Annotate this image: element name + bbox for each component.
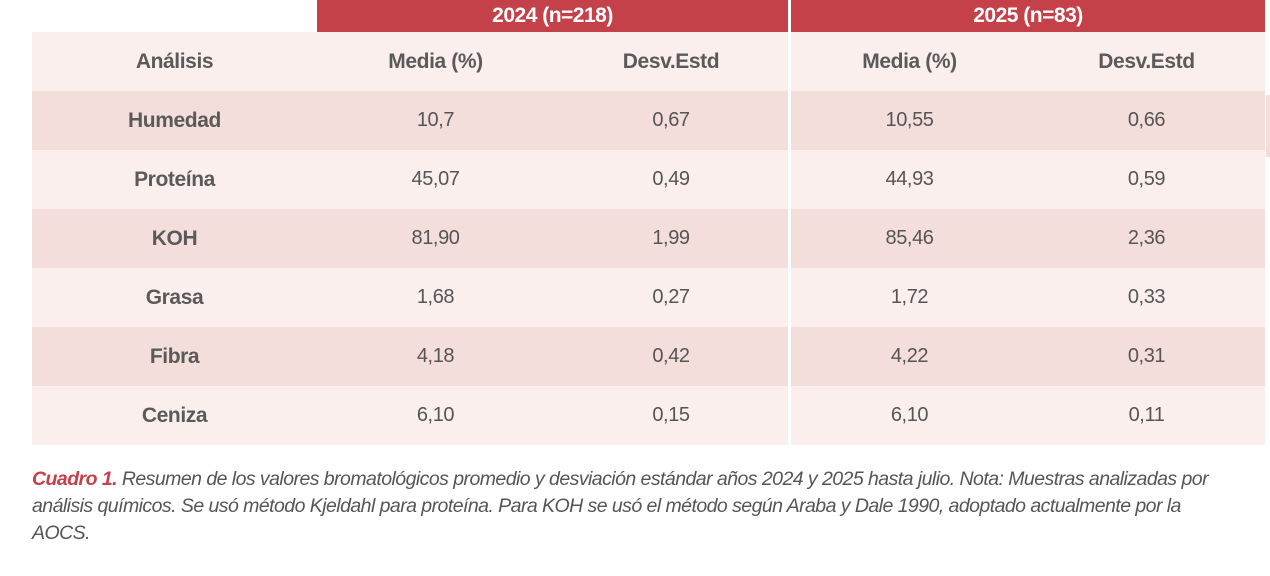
row-label: Ceniza: [141, 403, 208, 427]
cell-media-2025: 4,22: [890, 345, 929, 367]
row-label: Proteína: [134, 167, 215, 191]
table-row: Fibra 4,18 0,42 4,22 0,31: [32, 327, 1265, 386]
table-row: Humedad 10,7 0,67 10,55 0,66: [32, 91, 1265, 150]
cell-media-2024: 6,10: [416, 404, 455, 426]
column-header-desv-2025: Desv.Estd: [1098, 49, 1195, 73]
cell-desv-2025: 0,31: [1127, 345, 1166, 367]
cell-desv-2025: 0,11: [1128, 404, 1165, 426]
cell-media-2024: 10,7: [416, 109, 455, 131]
cell-media-2024: 1,68: [416, 286, 455, 308]
cell-media-2025: 85,46: [885, 227, 934, 249]
caption-text: Resumen de los valores bromatológicos pr…: [32, 468, 1209, 544]
cell-desv-2024: 0,49: [554, 150, 791, 209]
cell-media-2025: 44,93: [885, 168, 934, 190]
table-row: KOH 81,90 1,99 85,46 2,36: [32, 209, 1265, 268]
column-header-media-2025: Media (%): [862, 49, 957, 73]
cell-desv-2024: 0,42: [554, 327, 791, 386]
cell-desv-2024: 0,27: [554, 268, 791, 327]
table-row: Grasa 1,68 0,27 1,72 0,33: [32, 268, 1265, 327]
cell-media-2024: 45,07: [411, 168, 460, 190]
cell-media-2024: 81,90: [411, 227, 460, 249]
group-header-blank: [32, 0, 317, 32]
caption-lead: Cuadro 1.: [32, 468, 118, 490]
cell-media-2024: 4,18: [416, 345, 455, 367]
cell-desv-2024: 0,15: [554, 386, 791, 445]
group-header-2024: 2024 (n=218): [317, 0, 788, 32]
row-label: Fibra: [149, 344, 200, 368]
table-row: Ceniza 6,10 0,15 6,10 0,11: [32, 386, 1265, 445]
column-header-desv-2024: Desv.Estd: [554, 32, 791, 91]
column-header-row: Análisis Media (%) Desv.Estd Media (%) D…: [32, 32, 1265, 91]
bromatological-table: 2024 (n=218) 2025 (n=83) Análisis Media …: [32, 0, 1265, 445]
table-body: Análisis Media (%) Desv.Estd Media (%) D…: [32, 32, 1265, 445]
column-header-media-2024: Media (%): [388, 49, 483, 73]
cell-desv-2025: 2,36: [1127, 227, 1166, 249]
group-header-2025: 2025 (n=83): [791, 0, 1265, 32]
cell-media-2025: 1,72: [890, 286, 929, 308]
group-header-row: 2024 (n=218) 2025 (n=83): [32, 0, 1265, 32]
table-caption: Cuadro 1. Resumen de los valores bromato…: [32, 466, 1242, 547]
table-row: Proteína 45,07 0,49 44,93 0,59: [32, 150, 1265, 209]
cell-media-2025: 6,10: [890, 404, 929, 426]
cell-media-2025: 10,55: [885, 109, 934, 131]
cell-desv-2024: 0,67: [554, 91, 791, 150]
row-label: Grasa: [145, 285, 204, 309]
row-label: Humedad: [128, 108, 221, 132]
cell-desv-2024: 1,99: [554, 209, 791, 268]
cell-desv-2025: 0,66: [1127, 109, 1166, 131]
row-label: KOH: [151, 226, 198, 250]
right-edge-accent: [1266, 95, 1270, 157]
cell-desv-2025: 0,59: [1127, 168, 1166, 190]
column-header-analisis: Análisis: [135, 49, 214, 73]
cell-desv-2025: 0,33: [1127, 286, 1166, 308]
